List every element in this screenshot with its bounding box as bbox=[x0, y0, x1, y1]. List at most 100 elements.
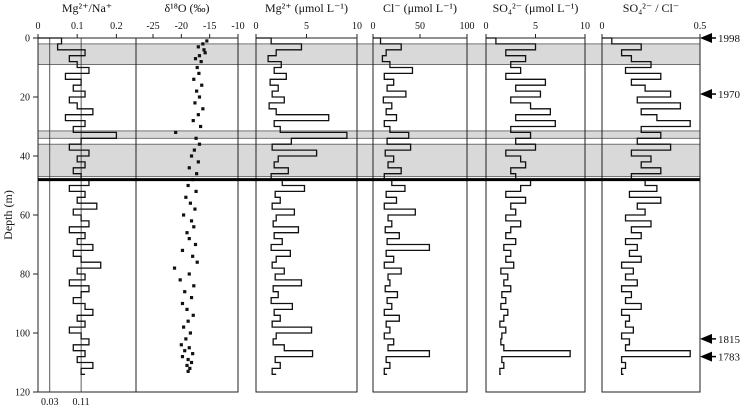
panel-title: SO₄²⁻ (μmol L⁻¹) bbox=[493, 1, 579, 15]
data-point bbox=[195, 172, 199, 176]
depth-tick-label: 40 bbox=[20, 152, 30, 163]
data-point bbox=[188, 201, 192, 205]
data-point bbox=[189, 296, 194, 300]
data-point bbox=[197, 54, 202, 58]
data-point bbox=[186, 357, 190, 362]
data-point bbox=[196, 45, 200, 49]
data-point bbox=[180, 248, 185, 252]
data-point bbox=[197, 71, 201, 75]
data-point bbox=[197, 142, 202, 146]
event-marker-1998: 1998 bbox=[700, 33, 741, 45]
data-point bbox=[192, 284, 196, 288]
depth-tick-label: 120 bbox=[15, 388, 30, 399]
top-tick-label: 0 bbox=[484, 21, 489, 32]
data-point bbox=[187, 237, 191, 241]
depth-axis-label: Depth (m) bbox=[1, 190, 15, 240]
event-marker-1970: 1970 bbox=[700, 89, 741, 101]
data-point bbox=[199, 124, 203, 129]
depth-tick-label: 20 bbox=[20, 93, 30, 104]
data-point bbox=[188, 331, 192, 335]
data-point bbox=[187, 166, 191, 170]
top-tick-label: 0 bbox=[600, 21, 605, 32]
data-point bbox=[193, 57, 198, 61]
panel-so4: SO₄²⁻ (μmol L⁻¹) 0 5 10 bbox=[484, 1, 590, 393]
data-point bbox=[189, 360, 194, 365]
panel-frame bbox=[255, 37, 358, 393]
bottom-label: 0.11 bbox=[73, 397, 90, 408]
data-point bbox=[195, 65, 199, 70]
series-line bbox=[486, 37, 571, 375]
data-point bbox=[191, 254, 195, 258]
panel-mg-na: Mg²⁺/Na⁺ 0 0.1 0.2 0.03 0.11 bbox=[36, 1, 137, 408]
top-tick-label: 0.1 bbox=[71, 21, 84, 32]
data-point bbox=[203, 51, 207, 55]
data-point bbox=[205, 39, 209, 43]
top-tick-label: -10 bbox=[231, 21, 244, 32]
data-point bbox=[185, 231, 189, 235]
depth-tick-label: 0 bbox=[25, 34, 30, 45]
data-point bbox=[191, 119, 195, 123]
data-point bbox=[193, 101, 197, 105]
data-point bbox=[186, 369, 190, 373]
top-tick-label: 0 bbox=[254, 21, 259, 32]
data-point bbox=[180, 355, 185, 359]
event-marker-1815: 1815 bbox=[700, 333, 741, 346]
panel-title: δ¹⁸O (‰) bbox=[164, 1, 209, 15]
series-line bbox=[38, 37, 118, 375]
depth-tick-label: 60 bbox=[20, 211, 30, 222]
shaded-band-1 bbox=[37, 130, 701, 139]
bottom-label: 0.03 bbox=[41, 397, 59, 408]
event-markers: 1998 1970 1815 1783 bbox=[700, 33, 741, 364]
data-point bbox=[187, 272, 191, 276]
data-point bbox=[201, 107, 205, 111]
top-tick-label: -20 bbox=[175, 21, 188, 32]
top-tick-label: 5 bbox=[533, 21, 538, 32]
data-point bbox=[182, 325, 186, 329]
panel-title: Mg²⁺/Na⁺ bbox=[62, 1, 112, 15]
data-point bbox=[191, 313, 195, 317]
data-point bbox=[172, 266, 177, 270]
series-line bbox=[602, 37, 691, 375]
shaded-depth-bands bbox=[37, 43, 701, 178]
data-point bbox=[194, 189, 198, 193]
panel-title: Cl⁻ (μmol L⁻¹) bbox=[383, 1, 457, 15]
top-tick-label: 0.2 bbox=[110, 21, 123, 32]
top-tick-label: 10 bbox=[580, 21, 590, 32]
depth-axis: 0 20 40 60 80 100 120 Depth (m) bbox=[1, 34, 38, 399]
data-point bbox=[183, 290, 187, 294]
data-point bbox=[185, 363, 189, 368]
top-tick-label: -15 bbox=[203, 21, 216, 32]
data-point bbox=[186, 183, 190, 188]
data-point bbox=[185, 307, 189, 311]
data-point bbox=[189, 219, 194, 223]
data-point bbox=[200, 83, 204, 87]
data-point bbox=[182, 213, 186, 217]
marker-label: 1998 bbox=[718, 33, 741, 45]
data-point bbox=[195, 260, 199, 264]
series-line bbox=[373, 37, 431, 375]
top-tick-label: -25 bbox=[146, 21, 159, 32]
top-tick-label: 0 bbox=[371, 21, 376, 32]
data-point bbox=[194, 136, 198, 140]
top-tick-label: 0 bbox=[36, 21, 41, 32]
data-point bbox=[192, 148, 196, 152]
depth-tick-label: 100 bbox=[15, 329, 30, 340]
chart-panels: Mg²⁺/Na⁺ 0 0.1 0.2 0.03 0.11 δ¹⁸O (‰) -25 -20 -15… bbox=[36, 1, 707, 408]
data-point bbox=[180, 301, 185, 306]
data-point bbox=[183, 349, 187, 353]
data-point bbox=[201, 42, 205, 46]
marker-label: 1783 bbox=[718, 352, 741, 364]
panel-cl: Cl⁻ (μmol L⁻¹) 0 50 100 bbox=[371, 1, 475, 393]
data-point bbox=[192, 77, 196, 81]
data-point bbox=[202, 48, 206, 52]
data-point bbox=[197, 95, 202, 99]
event-marker-1783: 1783 bbox=[700, 351, 741, 364]
marker-label: 1970 bbox=[718, 89, 741, 101]
depth-tick-label: 80 bbox=[20, 270, 30, 281]
data-point bbox=[188, 366, 192, 370]
marker-arrow bbox=[700, 33, 712, 43]
marker-label: 1815 bbox=[718, 334, 741, 346]
marker-arrow bbox=[700, 351, 712, 362]
data-point bbox=[193, 207, 197, 211]
